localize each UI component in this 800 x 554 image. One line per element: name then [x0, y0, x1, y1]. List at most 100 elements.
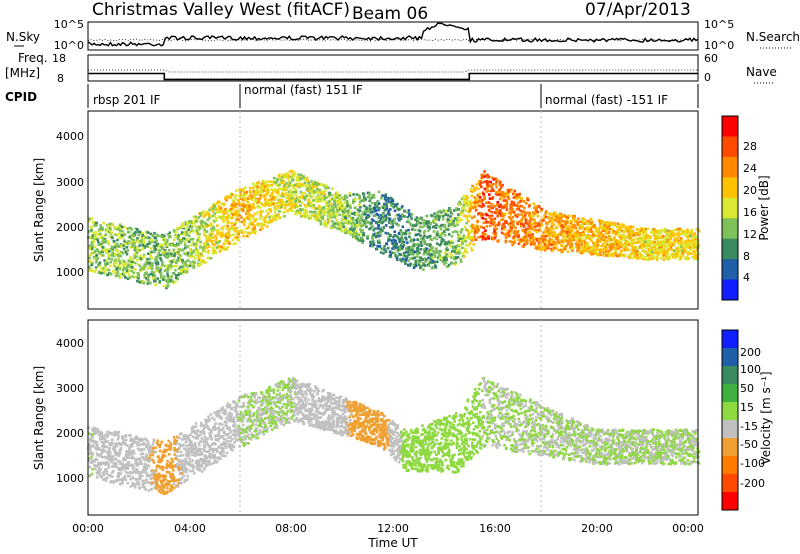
power-cell: [188, 221, 191, 225]
power-cell: [462, 234, 465, 237]
power-cell: [249, 213, 252, 217]
power-cell: [109, 227, 112, 231]
power-cell: [528, 222, 532, 225]
power-cell: [343, 210, 347, 213]
power-cell: [168, 280, 171, 283]
power-cell: [670, 229, 674, 233]
power-cell: [354, 234, 357, 238]
power-cell: [342, 210, 345, 214]
power-cell: [190, 254, 193, 257]
power-cell: [636, 253, 639, 257]
power-cell: [332, 222, 335, 226]
power-cell: [194, 245, 198, 248]
power-colorbar-step: [722, 177, 738, 199]
power-cell: [126, 277, 130, 280]
power-cell: [402, 240, 406, 244]
power-cell: [251, 230, 255, 234]
power-cell: [509, 225, 513, 228]
power-cell: [146, 252, 150, 255]
power-cell: [454, 230, 457, 233]
velocity-cell: [104, 477, 107, 481]
power-cell: [679, 237, 683, 240]
power-cell: [203, 228, 206, 231]
power-cell: [654, 244, 657, 247]
power-cell: [101, 226, 104, 229]
power-cell: [107, 255, 110, 259]
power-cell: [303, 197, 306, 200]
power-cell: [550, 247, 553, 251]
power-cell: [300, 183, 303, 186]
power-cell: [301, 201, 304, 205]
power-cell: [409, 257, 412, 261]
power-cell: [492, 178, 496, 181]
power-cell: [213, 212, 216, 215]
power-cell: [119, 229, 122, 233]
power-cell: [359, 228, 362, 231]
power-cell: [309, 215, 312, 218]
power-cell: [428, 253, 432, 257]
power-cell: [130, 269, 133, 273]
power-cell: [457, 237, 461, 241]
power-cell: [335, 196, 339, 199]
power-cell: [129, 255, 132, 259]
power-cell: [543, 240, 547, 244]
power-cell: [100, 254, 103, 257]
date-label: 07/Apr/2013: [585, 0, 691, 20]
power-cell: [240, 216, 243, 219]
power-cell: [331, 187, 334, 190]
power-cell: [377, 190, 381, 194]
power-cell: [349, 233, 353, 236]
power-cell: [266, 189, 270, 192]
power-cell: [402, 232, 405, 235]
power-cell: [294, 203, 297, 206]
power-cell: [633, 248, 636, 252]
power-cell: [377, 202, 381, 205]
power-cell: [478, 181, 481, 185]
power-cell: [379, 228, 383, 232]
power-ylabel: Slant Range [km]: [32, 158, 46, 262]
power-cell: [263, 185, 267, 189]
power-cell: [316, 213, 319, 217]
power-cell: [550, 220, 554, 223]
power-cell: [652, 256, 656, 260]
power-cell: [362, 211, 365, 214]
power-cell: [465, 228, 468, 232]
power-cell: [552, 217, 555, 221]
power-cell: [364, 210, 367, 213]
power-cell: [122, 263, 125, 266]
power-cell: [616, 222, 620, 225]
power-cell: [256, 181, 260, 185]
power-cell: [419, 256, 422, 260]
power-cell: [263, 181, 267, 185]
power-cell: [357, 220, 360, 223]
power-cell: [153, 250, 156, 254]
power-cell: [377, 216, 381, 219]
power-cell: [108, 226, 111, 229]
power-cell: [391, 226, 394, 229]
power-cell: [407, 259, 410, 262]
power-cell: [398, 215, 402, 218]
power-cell: [166, 266, 170, 270]
power-cell: [377, 234, 380, 238]
power-cell: [256, 188, 259, 192]
power-cell: [538, 206, 542, 209]
power-cell: [113, 263, 117, 267]
power-cell: [479, 183, 482, 187]
power-cell: [95, 248, 99, 251]
power-cell: [342, 217, 346, 221]
power-cell: [479, 179, 482, 183]
power-cell: [439, 234, 443, 238]
power-cell: [446, 214, 450, 217]
power-cell: [138, 230, 142, 234]
power-cell: [207, 245, 211, 248]
power-cell: [448, 242, 451, 246]
power-cell: [397, 208, 400, 211]
power-cell: [190, 238, 193, 241]
power-cell: [264, 220, 267, 224]
power-cell: [248, 194, 251, 198]
power-cell: [509, 218, 513, 221]
power-cell: [341, 209, 344, 212]
power-cell: [220, 245, 223, 248]
power-cell: [333, 225, 336, 229]
power-cell: [455, 221, 459, 225]
